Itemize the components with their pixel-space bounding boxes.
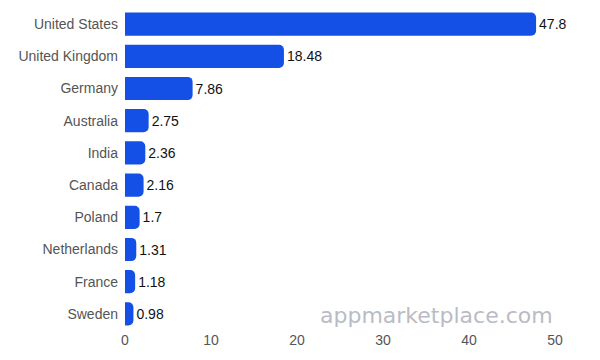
svg-text:United States: United States xyxy=(34,16,118,32)
svg-text:18.48: 18.48 xyxy=(287,48,322,64)
svg-text:20: 20 xyxy=(289,332,305,348)
svg-text:Netherlands: Netherlands xyxy=(43,241,119,257)
svg-text:1.7: 1.7 xyxy=(143,209,163,225)
svg-text:India: India xyxy=(88,145,119,161)
svg-text:Poland: Poland xyxy=(74,209,118,225)
svg-text:appmarketplace.com: appmarketplace.com xyxy=(320,303,553,328)
svg-text:10: 10 xyxy=(203,332,219,348)
svg-text:2.16: 2.16 xyxy=(147,177,174,193)
svg-text:40: 40 xyxy=(461,332,477,348)
svg-text:50: 50 xyxy=(547,332,563,348)
svg-text:United Kingdom: United Kingdom xyxy=(18,48,118,64)
svg-text:0: 0 xyxy=(121,332,129,348)
svg-text:0.98: 0.98 xyxy=(136,306,163,322)
svg-text:2.36: 2.36 xyxy=(148,145,175,161)
svg-text:30: 30 xyxy=(375,332,391,348)
svg-text:47.8: 47.8 xyxy=(539,16,566,32)
svg-text:1.31: 1.31 xyxy=(139,242,166,258)
svg-text:Australia: Australia xyxy=(64,113,119,129)
svg-text:2.75: 2.75 xyxy=(152,113,179,129)
svg-text:Germany: Germany xyxy=(60,80,118,96)
svg-text:Canada: Canada xyxy=(69,177,118,193)
svg-text:Sweden: Sweden xyxy=(67,306,118,322)
svg-text:1.18: 1.18 xyxy=(138,274,165,290)
svg-text:France: France xyxy=(74,274,118,290)
svg-text:7.86: 7.86 xyxy=(196,81,223,97)
